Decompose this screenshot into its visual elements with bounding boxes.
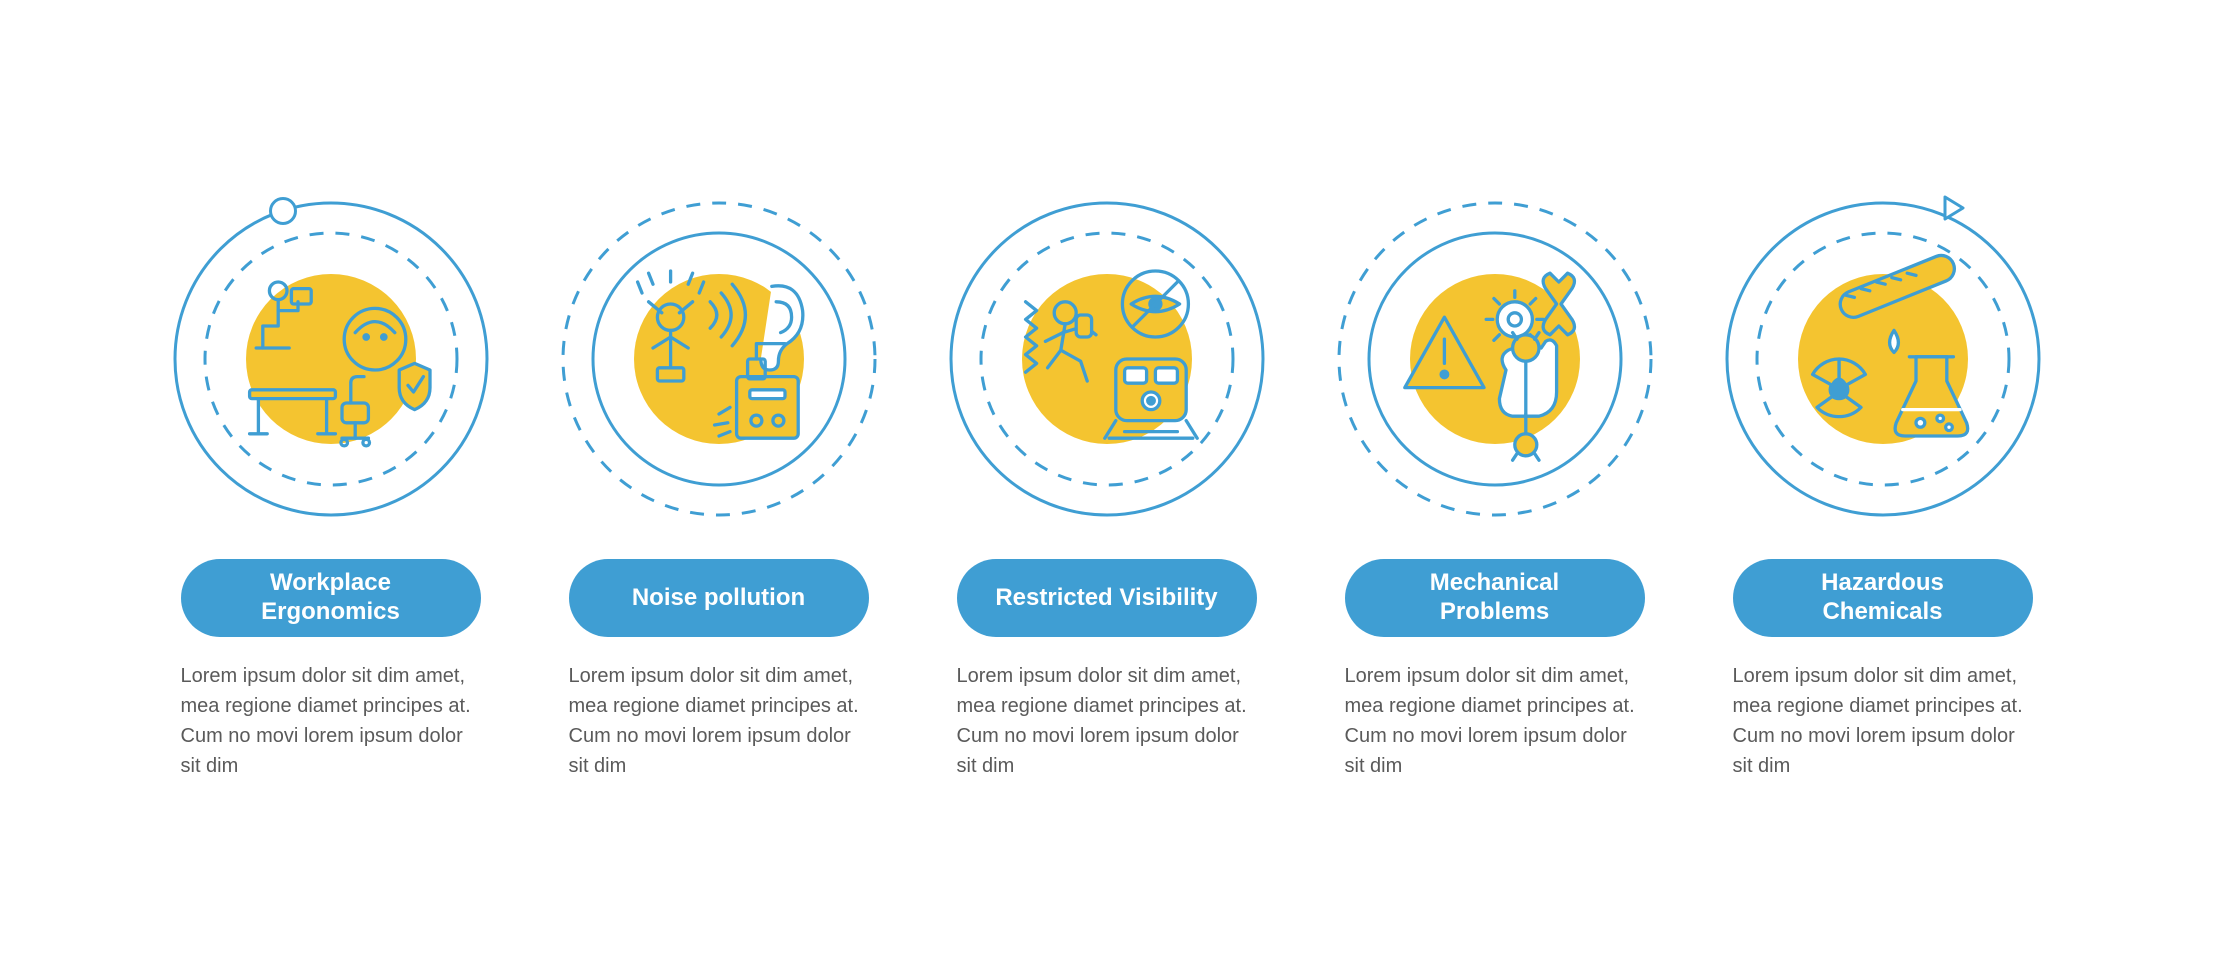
start-dot bbox=[269, 197, 297, 225]
title-pill: Mechanical Problems bbox=[1345, 559, 1645, 637]
title-text: Noise pollution bbox=[632, 584, 805, 613]
title-pill: Restricted Visibility bbox=[957, 559, 1257, 637]
mechanical-icon bbox=[1375, 239, 1615, 479]
circle-wrap bbox=[171, 199, 491, 519]
circle-wrap bbox=[1335, 199, 1655, 519]
item-noise-pollution: Noise pollution Lorem ipsum dolor sit di… bbox=[525, 199, 913, 781]
title-pill: Noise pollution bbox=[569, 559, 869, 637]
title-text: Workplace Ergonomics bbox=[209, 569, 453, 627]
title-text: Mechanical Problems bbox=[1373, 569, 1617, 627]
item-workplace-ergonomics: Workplace Ergonomics Lorem ipsum dolor s… bbox=[137, 199, 525, 781]
description-text: Lorem ipsum dolor sit dim amet, mea regi… bbox=[569, 661, 869, 781]
ergonomics-icon bbox=[211, 239, 451, 479]
infographic-row: Workplace Ergonomics Lorem ipsum dolor s… bbox=[137, 199, 2077, 781]
noise-icon bbox=[599, 239, 839, 479]
circle-wrap bbox=[947, 199, 1267, 519]
description-text: Lorem ipsum dolor sit dim amet, mea regi… bbox=[1733, 661, 2033, 781]
description-text: Lorem ipsum dolor sit dim amet, mea regi… bbox=[1345, 661, 1645, 781]
item-hazardous-chemicals: Hazardous Chemicals Lorem ipsum dolor si… bbox=[1689, 199, 2077, 781]
circle-wrap bbox=[1723, 199, 2043, 519]
end-arrow-icon bbox=[1939, 193, 1969, 223]
circle-wrap bbox=[559, 199, 879, 519]
item-restricted-visibility: Restricted Visibility Lorem ipsum dolor … bbox=[913, 199, 1301, 781]
visibility-icon bbox=[987, 239, 1227, 479]
title-pill: Workplace Ergonomics bbox=[181, 559, 481, 637]
description-text: Lorem ipsum dolor sit dim amet, mea regi… bbox=[181, 661, 481, 781]
title-text: Restricted Visibility bbox=[995, 584, 1217, 613]
chemicals-icon bbox=[1763, 239, 2003, 479]
title-pill: Hazardous Chemicals bbox=[1733, 559, 2033, 637]
item-mechanical-problems: Mechanical Problems Lorem ipsum dolor si… bbox=[1301, 199, 1689, 781]
description-text: Lorem ipsum dolor sit dim amet, mea regi… bbox=[957, 661, 1257, 781]
title-text: Hazardous Chemicals bbox=[1761, 569, 2005, 627]
